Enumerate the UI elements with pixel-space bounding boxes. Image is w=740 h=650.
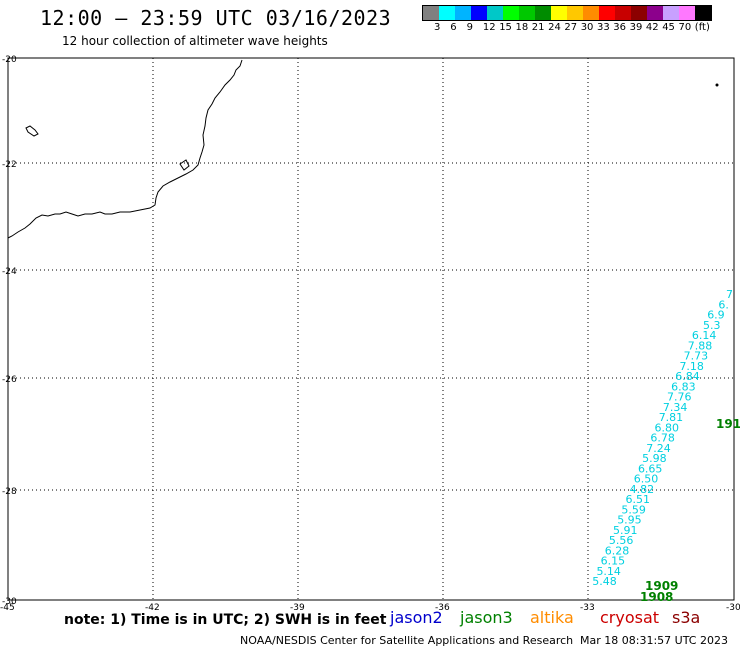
color-scale-label: 33 [597,22,610,33]
wave-height-label: 7.81 [659,411,684,424]
wave-height-label: 6.50 [634,473,659,486]
legend-altika: altika [530,608,574,627]
color-swatch [503,6,519,20]
color-scale-label: 9 [466,22,473,33]
legend-jason2: jason2 [390,608,443,627]
color-swatch [615,6,631,20]
color-swatch [487,6,503,20]
color-scale-label: 45 [662,22,675,33]
color-swatch [695,6,711,20]
legend-cryosat: cryosat [600,608,660,627]
color-swatch [455,6,471,20]
color-scale-label: 70 [678,22,692,33]
coastline [7,59,243,239]
color-scale-label: 3 [434,22,441,33]
page-title: 12:00 – 23:59 UTC 03/16/2023 [40,6,392,30]
color-swatch [471,6,487,20]
wave-height-label: 6. [718,298,729,311]
island [25,125,39,137]
color-scale-label: 24 [548,22,561,33]
lon-label: -42 [145,603,160,613]
island-dot [715,83,719,87]
wave-height-label: 7 [726,288,733,301]
pass-time-label: 191 [716,417,740,431]
wave-height-label: 5.95 [617,514,642,527]
pass-time-label: 1909 [645,579,678,593]
wave-height-color-scale [422,5,712,21]
color-scale-label: 27 [564,22,578,33]
lat-label: -22 [2,160,17,170]
wave-height-label: 7.88 [688,339,713,352]
color-scale-label: 30 [580,22,594,33]
legend-s3a: s3a [672,608,701,627]
lat-label: -30 [2,597,17,607]
note-text: note: 1) Time is in UTC; 2) SWH is in fe… [64,612,387,628]
lon-label: -39 [290,603,305,613]
wave-height-label: 7.24 [646,442,671,455]
wave-height-label: 7.73 [684,350,709,363]
wave-height-label: 6.83 [671,380,696,393]
wave-height-label: 5.91 [613,524,638,537]
color-swatch [551,6,567,20]
color-scale-label: 39 [629,22,643,33]
wave-height-label: 6.28 [605,544,630,557]
color-scale-label: 6 [450,22,457,33]
wave-height-label: 5.98 [642,452,667,465]
color-swatch [583,6,599,20]
color-swatch [631,6,647,20]
wave-height-label: 6.14 [692,329,717,342]
wave-height-label: 5.14 [596,565,621,578]
lat-label: -24 [2,267,17,277]
wave-height-label: 6.9 [707,309,725,322]
wave-height-label: 6.78 [650,432,675,445]
color-scale-label: 21 [531,22,545,33]
wave-height-label: 6.84 [675,370,700,383]
color-swatch [439,6,455,20]
page-subtitle: 12 hour collection of altimeter wave hei… [62,34,328,48]
color-swatch [663,6,679,20]
lat-label: -20 [2,55,17,65]
color-swatch [647,6,663,20]
color-swatch [423,6,439,20]
wave-height-label: 6.65 [638,462,663,475]
wave-height-label: 7.34 [663,401,688,414]
wave-height-label: 6.80 [655,421,680,434]
color-scale-label: 42 [645,22,659,33]
wave-height-label: 6.15 [601,555,626,568]
lon-label: -30 [726,603,740,613]
wave-height-label: 7.18 [679,360,704,373]
color-swatch [567,6,583,20]
lat-label: -28 [2,487,17,497]
color-scale-label: 36 [613,22,627,33]
color-swatch [599,6,615,20]
wave-height-label: 6.51 [626,493,651,506]
wave-height-label: 4.82 [630,483,655,496]
map-frame [7,57,735,601]
pass-time-label: 1908 [640,590,673,604]
wave-height-label: 5.48 [592,575,617,588]
color-scale-label: (ft) [694,22,710,33]
color-swatch [519,6,535,20]
color-scale-label: 18 [515,22,529,33]
lon-label: -36 [435,603,450,613]
wave-height-label: 5.56 [609,534,634,547]
color-swatch [535,6,551,20]
lon-label: -33 [580,603,595,613]
wave-height-label: 5.3 [703,319,721,332]
wave-height-label: 7.76 [667,391,692,404]
color-scale-label: 12 [482,22,496,33]
lat-label: -26 [2,375,17,385]
wave-height-label: 5.59 [621,503,646,516]
timestamp-text: Mar 18 08:31:57 UTC 2023 [580,634,728,647]
credit-text: NOAA/NESDIS Center for Satellite Applica… [240,634,574,647]
legend-jason3: jason3 [460,608,513,627]
color-scale-label: 15 [499,22,512,33]
color-swatch [679,6,695,20]
island [179,159,190,171]
lon-label: -45 [0,603,15,613]
